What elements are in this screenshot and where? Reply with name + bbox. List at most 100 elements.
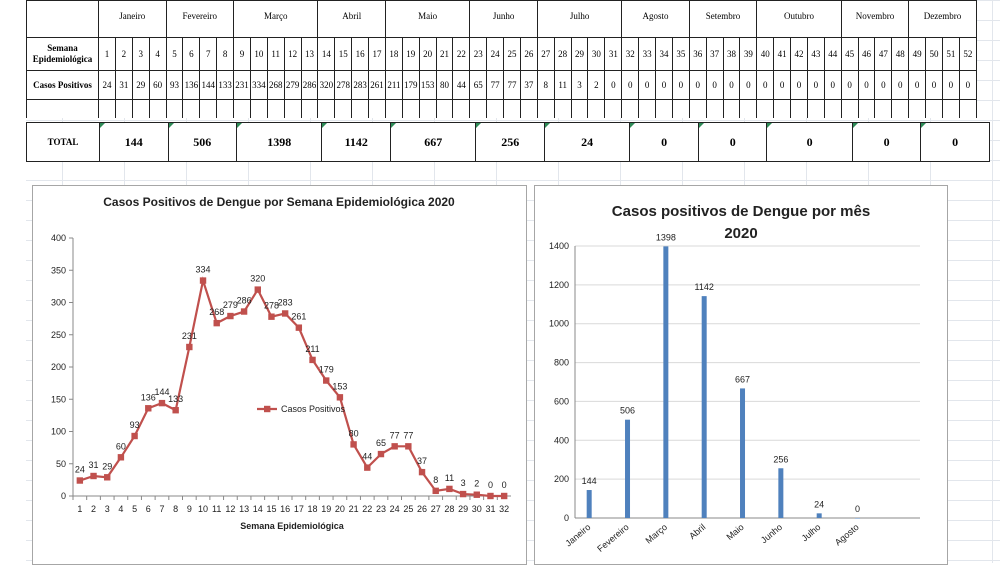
week-row-label[interactable]: Semana Epidemiológica (26, 37, 99, 71)
cases-cell[interactable]: 286 (300, 70, 319, 100)
cases-cell[interactable]: 0 (891, 70, 910, 100)
blank-cell[interactable] (469, 99, 488, 118)
cases-cell[interactable]: 11 (553, 70, 572, 100)
month-total-cell[interactable]: 0 (697, 122, 768, 162)
week-cell[interactable]: 46 (857, 37, 876, 71)
blank-cell[interactable] (199, 99, 218, 118)
blank-cell[interactable] (165, 99, 184, 118)
week-cell[interactable]: 5 (165, 37, 184, 71)
week-cell[interactable]: 4 (148, 37, 167, 71)
cases-cell[interactable]: 261 (368, 70, 386, 100)
blank-cell[interactable] (840, 99, 859, 118)
week-cell[interactable]: 13 (300, 37, 319, 71)
blank-cell[interactable] (739, 99, 758, 118)
blank-cell[interactable] (131, 99, 150, 118)
month-total-cell[interactable]: 667 (390, 122, 477, 162)
cases-row-label[interactable]: Casos Positivos (26, 70, 99, 100)
blank-cell[interactable] (722, 99, 741, 118)
cases-cell[interactable]: 0 (790, 70, 808, 100)
cases-cell[interactable]: 231 (233, 70, 251, 100)
cases-cell[interactable]: 0 (655, 70, 673, 100)
cases-cell[interactable]: 136 (182, 70, 201, 100)
week-cell[interactable]: 43 (806, 37, 825, 71)
month-total-cell[interactable]: 506 (167, 122, 238, 162)
monthly-bar-chart[interactable]: Casos positivos de Dengue por mês 2020 0 20… (534, 185, 948, 565)
blank-cell[interactable] (216, 99, 235, 118)
blank-cell[interactable] (283, 99, 302, 118)
week-cell[interactable]: 34 (655, 37, 673, 71)
week-cell[interactable]: 20 (418, 37, 437, 71)
blank-cell[interactable] (266, 99, 285, 118)
cases-cell[interactable]: 320 (317, 70, 336, 100)
blank-cell[interactable] (435, 99, 454, 118)
cases-cell[interactable]: 153 (418, 70, 437, 100)
week-cell[interactable]: 17 (368, 37, 386, 71)
week-cell[interactable]: 40 (756, 37, 775, 71)
blank-cell[interactable] (823, 99, 842, 118)
month-header[interactable]: Novembro (840, 0, 910, 38)
week-cell[interactable]: 23 (469, 37, 488, 71)
month-total-cell[interactable]: 24 (543, 122, 631, 162)
month-header[interactable]: Abril (317, 0, 386, 38)
week-cell[interactable]: 19 (401, 37, 420, 71)
blank-cell[interactable] (114, 99, 133, 118)
weekly-line-chart[interactable]: Casos Positivos de Dengue por Semana Epi… (32, 185, 527, 565)
week-cell[interactable]: 38 (722, 37, 741, 71)
blank-cell[interactable] (384, 99, 403, 118)
month-total-cell[interactable]: 0 (920, 122, 990, 162)
week-cell[interactable]: 49 (908, 37, 927, 71)
blank-cell[interactable] (503, 99, 521, 118)
month-header[interactable]: Junho (469, 0, 538, 38)
cases-cell[interactable]: 268 (266, 70, 285, 100)
cases-cell[interactable]: 0 (722, 70, 741, 100)
week-cell[interactable]: 50 (925, 37, 943, 71)
week-cell[interactable]: 24 (486, 37, 505, 71)
month-total-cell[interactable]: 256 (475, 122, 545, 162)
month-header[interactable]: Outubro (756, 0, 842, 38)
cases-cell[interactable]: 133 (216, 70, 235, 100)
cases-cell[interactable]: 0 (773, 70, 792, 100)
week-cell[interactable]: 2 (114, 37, 133, 71)
blank-cell[interactable] (621, 99, 640, 118)
week-cell[interactable]: 1 (98, 37, 116, 71)
blank-cell[interactable] (874, 99, 893, 118)
week-cell[interactable]: 28 (553, 37, 572, 71)
week-cell[interactable]: 16 (351, 37, 370, 71)
blank-cell[interactable] (401, 99, 420, 118)
cases-cell[interactable]: 0 (688, 70, 707, 100)
blank-cell[interactable] (519, 99, 538, 118)
week-cell[interactable]: 39 (739, 37, 758, 71)
week-cell[interactable]: 35 (671, 37, 690, 71)
blank-cell[interactable] (857, 99, 876, 118)
cases-cell[interactable]: 0 (874, 70, 893, 100)
cases-cell[interactable]: 0 (671, 70, 690, 100)
cases-cell[interactable]: 283 (351, 70, 370, 100)
month-header-corner[interactable] (26, 0, 99, 38)
week-cell[interactable]: 37 (705, 37, 724, 71)
week-cell[interactable]: 44 (823, 37, 842, 71)
week-cell[interactable]: 36 (688, 37, 707, 71)
cases-cell[interactable]: 278 (334, 70, 353, 100)
blank-cell[interactable] (98, 99, 116, 118)
cases-cell[interactable]: 0 (739, 70, 758, 100)
week-cell[interactable]: 32 (621, 37, 640, 71)
cases-cell[interactable]: 0 (823, 70, 842, 100)
blank-cell[interactable] (570, 99, 589, 118)
blank-cell[interactable] (925, 99, 943, 118)
blank-cell[interactable] (908, 99, 927, 118)
week-cell[interactable]: 26 (519, 37, 538, 71)
blank-cell[interactable] (773, 99, 792, 118)
month-header[interactable]: Dezembro (908, 0, 977, 38)
blank-cell[interactable] (688, 99, 707, 118)
week-cell[interactable]: 21 (435, 37, 454, 71)
cases-cell[interactable]: 0 (941, 70, 960, 100)
blank-cell[interactable] (148, 99, 167, 118)
blank-cell[interactable] (604, 99, 623, 118)
blank-cell[interactable] (553, 99, 572, 118)
blank-cell[interactable] (806, 99, 825, 118)
week-cell[interactable]: 31 (604, 37, 623, 71)
week-cell[interactable]: 42 (790, 37, 808, 71)
cases-cell[interactable]: 0 (840, 70, 859, 100)
cases-cell[interactable]: 8 (536, 70, 555, 100)
blank-cell[interactable] (958, 99, 977, 118)
